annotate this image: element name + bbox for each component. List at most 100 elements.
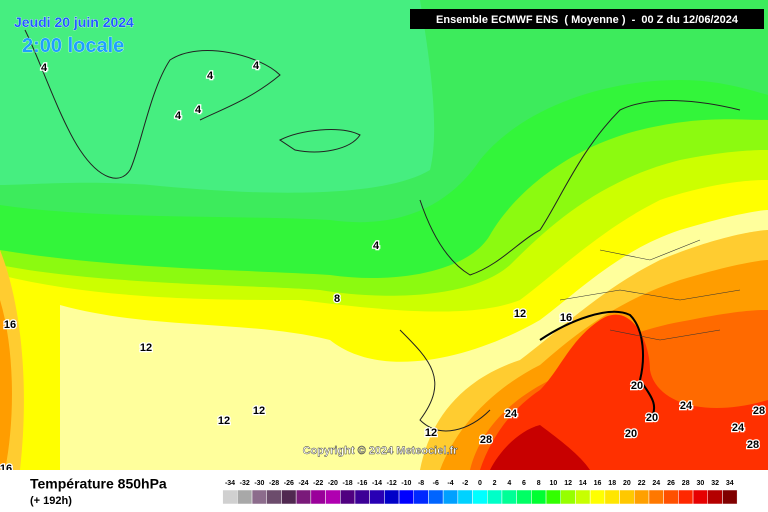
legend-swatch <box>222 489 238 505</box>
legend-label: -30 <box>254 480 264 487</box>
local-time: 2:00 locale <box>22 35 124 57</box>
legend-label: 8 <box>537 480 541 487</box>
legend-swatch <box>457 489 473 505</box>
legend-label: -2 <box>462 480 468 487</box>
legend-swatch <box>575 489 591 505</box>
copyright: Copyright © 2024 Meteociel.fr <box>303 445 459 457</box>
coastline <box>399 329 491 432</box>
legend-swatch <box>442 489 459 505</box>
contour-label: 16 <box>560 312 572 324</box>
legend-swatch <box>487 489 503 505</box>
contour-label: 28 <box>747 439 759 451</box>
model-info: Ensemble ECMWF ENS ( Moyenne ) - 00 Z du… <box>436 14 739 26</box>
legend-swatch <box>663 489 679 505</box>
legend-swatch <box>413 489 429 505</box>
field-title: Température 850hPa <box>30 476 167 492</box>
zone-24 <box>480 314 768 470</box>
legend-label: -24 <box>298 480 308 487</box>
legend-label: 20 <box>623 480 631 487</box>
model-box <box>410 9 764 29</box>
coastline <box>279 129 361 153</box>
contour-line <box>539 310 656 421</box>
legend-label: 2 <box>493 480 497 487</box>
legend-swatch <box>516 489 532 505</box>
contour-label: 24 <box>505 408 518 420</box>
legend-label: -4 <box>447 480 453 487</box>
legend-label: 26 <box>667 480 675 487</box>
legend-label: -18 <box>343 480 353 487</box>
legend-label: 24 <box>652 480 660 487</box>
contour-label: 24 <box>732 422 745 434</box>
legend-label: 10 <box>550 480 558 487</box>
legend-label: -12 <box>387 480 397 487</box>
legend-swatch <box>619 489 635 505</box>
contour-label: 16 <box>4 319 16 331</box>
contour-label: 4 <box>207 70 214 82</box>
legend-swatch <box>398 489 414 505</box>
legend-label: 16 <box>594 480 602 487</box>
legend-swatch <box>604 489 620 505</box>
contour-label: 12 <box>140 342 152 354</box>
legend-swatch <box>560 489 576 505</box>
legend-swatch <box>648 489 664 505</box>
legend-label: 14 <box>579 480 587 487</box>
contour-label: 4 <box>175 110 182 122</box>
legend-label: -20 <box>328 480 338 487</box>
contour-label: 4 <box>253 60 260 72</box>
contour-label: 28 <box>753 405 765 417</box>
contour-label: 28 <box>480 434 492 446</box>
legend-label: -10 <box>401 480 411 487</box>
contour-label: 4 <box>195 104 202 116</box>
coastline <box>24 29 281 179</box>
legend-swatch <box>251 489 268 505</box>
legend-label: -6 <box>433 480 439 487</box>
contour-label: 24 <box>680 400 693 412</box>
coastline <box>419 100 741 276</box>
legend-swatch <box>707 489 723 505</box>
legend-swatch <box>692 489 708 505</box>
lead-time: (+ 192h) <box>30 495 72 507</box>
legend-swatch <box>384 489 400 505</box>
legend-swatch <box>325 489 341 505</box>
legend-label: -28 <box>269 480 279 487</box>
legend-swatch <box>722 489 738 505</box>
contour-label: 12 <box>218 415 230 427</box>
legend-label: 22 <box>638 480 646 487</box>
contour-label: 12 <box>514 308 526 320</box>
contour-label: 20 <box>646 412 658 424</box>
contour-label: 4 <box>373 240 380 252</box>
color-legend: -34 -32 -30 -28 -26 -24 -22 -20 -18 -16 -14 -12 -10-… <box>222 480 738 505</box>
legend-swatch <box>531 489 547 505</box>
legend-swatch <box>678 489 694 505</box>
contour-label: 12 <box>425 427 437 439</box>
legend-swatch <box>589 489 606 505</box>
legend-label: 30 <box>697 480 705 487</box>
legend-label: -14 <box>372 480 382 487</box>
legend-label: -8 <box>418 480 424 487</box>
legend-swatch <box>472 489 488 505</box>
legend-swatch <box>295 489 312 505</box>
legend-swatch <box>237 489 253 505</box>
legend-swatch <box>310 489 326 505</box>
legend-swatch <box>634 489 650 505</box>
border <box>559 239 741 341</box>
legend-label: 6 <box>522 480 526 487</box>
contour-label: 4 <box>41 62 48 74</box>
legend-label: 12 <box>564 480 572 487</box>
legend-label: -16 <box>357 480 367 487</box>
legend-label: 34 <box>726 480 734 487</box>
zone-28 <box>490 425 590 470</box>
legend-swatch <box>369 489 385 505</box>
legend-label: -26 <box>284 480 294 487</box>
legend-label: 4 <box>507 480 511 487</box>
legend-swatch <box>266 489 282 505</box>
legend-swatch <box>340 489 356 505</box>
contour-label: 12 <box>253 405 265 417</box>
contour-label: 20 <box>631 380 643 392</box>
legend-swatch <box>281 489 297 505</box>
legend-label: 0 <box>478 480 482 487</box>
contour-label: 20 <box>625 428 637 440</box>
date: Jeudi 20 juin 2024 <box>14 14 134 30</box>
contour-label: 8 <box>334 293 340 305</box>
